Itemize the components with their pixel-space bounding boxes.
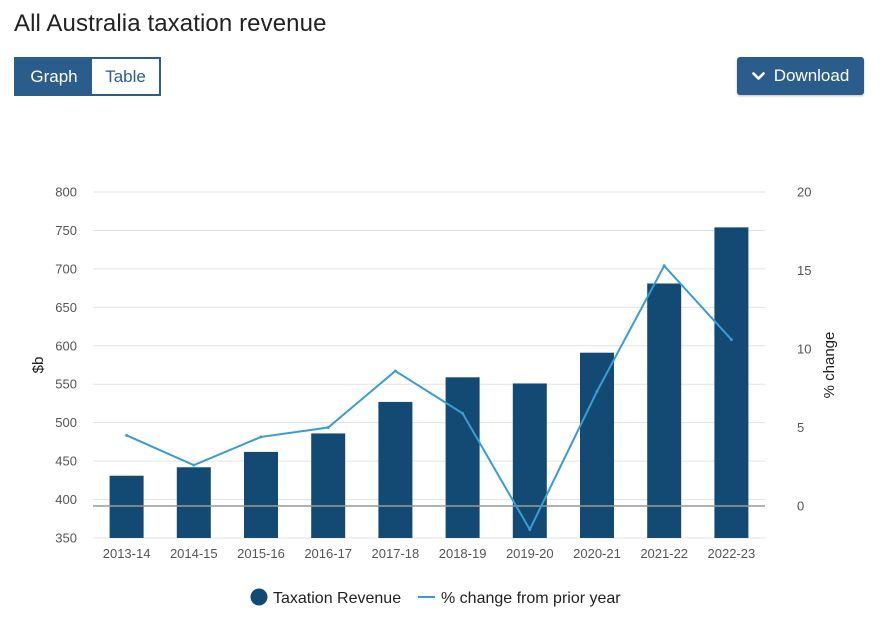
y-tick-label: 750 — [55, 223, 77, 238]
y-tick-label: 400 — [55, 492, 77, 507]
y-tick-label: 600 — [55, 338, 77, 353]
y-tick-label: 350 — [55, 531, 77, 546]
y2-tick-label: 15 — [797, 263, 811, 278]
y2-tick-label: 0 — [797, 499, 804, 514]
download-button[interactable]: Download — [737, 57, 864, 95]
x-tick-label: 2016-17 — [304, 546, 352, 561]
line-point — [192, 463, 196, 467]
series-line — [126, 264, 733, 532]
bar — [580, 352, 614, 538]
x-tick-label: 2013-14 — [103, 546, 151, 561]
legend-label-change: % change from prior year — [441, 590, 621, 607]
x-tick-label: 2017-18 — [372, 546, 420, 561]
y-tick-label: 450 — [55, 454, 77, 469]
page-title: All Australia taxation revenue — [14, 10, 327, 37]
chevron-down-icon — [751, 71, 765, 80]
y-tick-label: 650 — [55, 300, 77, 315]
line-point — [662, 264, 666, 268]
x-tick-label: 2021-22 — [640, 546, 688, 561]
legend-bar-marker — [250, 588, 268, 606]
tab-table[interactable]: Table — [92, 59, 159, 94]
bar — [176, 467, 211, 538]
y2-tick-label: 20 — [797, 185, 811, 200]
tab-graph[interactable]: Graph — [16, 59, 92, 94]
y2-axis-title: % change — [821, 332, 838, 399]
x-tick-label: 2015-16 — [237, 546, 285, 561]
x-tick-label: 2018-19 — [439, 546, 487, 561]
y-tick-label: 800 — [55, 185, 77, 200]
download-label: Download — [773, 66, 850, 85]
legend-label-revenue: Taxation Revenue — [273, 590, 401, 607]
bar — [244, 451, 278, 538]
y-tick-label: 550 — [55, 377, 77, 392]
view-toggle: Graph Table — [14, 57, 161, 96]
bar — [512, 383, 547, 538]
bar — [378, 401, 413, 538]
bar — [714, 227, 749, 538]
line-point — [595, 389, 599, 393]
line-point — [125, 433, 129, 437]
y-tick-label: 700 — [55, 261, 77, 276]
line-point — [729, 338, 733, 342]
x-tick-label: 2022-23 — [708, 546, 756, 561]
x-tick-label: 2019-20 — [506, 546, 554, 561]
bar — [445, 377, 480, 538]
line-point — [259, 435, 263, 439]
x-tick-label: 2014-15 — [170, 546, 218, 561]
line-point — [528, 528, 532, 532]
line-point — [461, 411, 465, 415]
y-tick-label: 500 — [55, 415, 77, 430]
line-point — [326, 426, 330, 429]
line-point — [393, 369, 397, 373]
x-tick-label: 2020-21 — [573, 546, 621, 561]
bar — [647, 283, 682, 538]
bar — [311, 433, 346, 538]
y-axis-title: $b — [30, 357, 47, 374]
y2-tick-label: 10 — [797, 342, 811, 357]
bar — [109, 475, 144, 538]
y2-tick-label: 5 — [797, 420, 804, 435]
